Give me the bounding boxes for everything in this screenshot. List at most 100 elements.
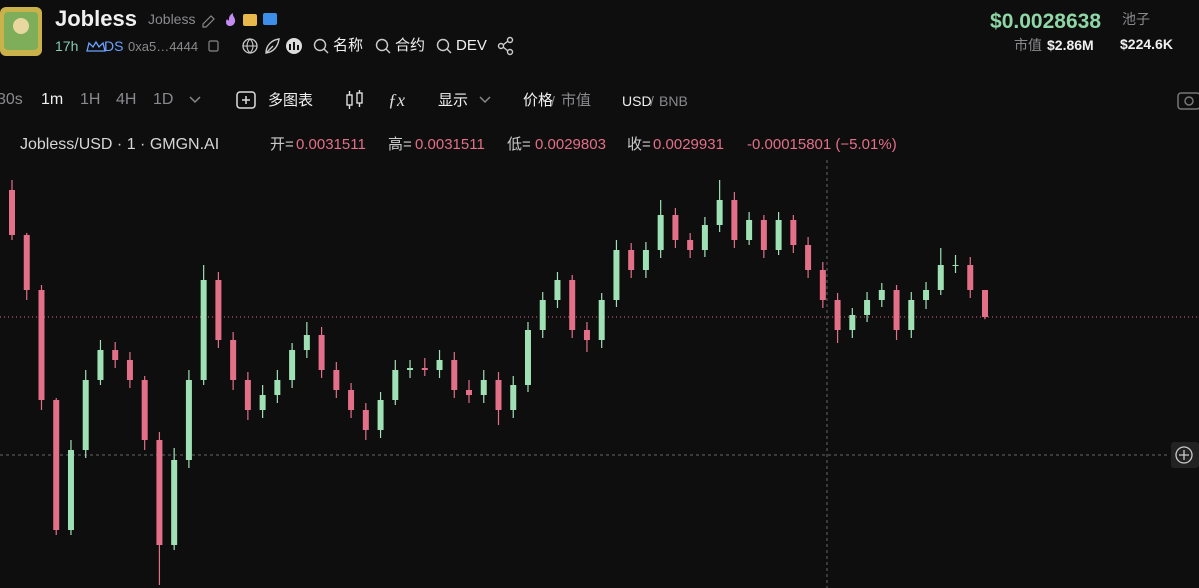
candle-body [642,250,649,270]
search-icon [375,38,389,52]
candle-type-icon[interactable] [346,90,363,109]
add-indicator-icon[interactable] [236,91,256,109]
candle-body [746,220,753,240]
interval-button[interactable]: 1D [153,91,174,108]
candle-body [171,460,178,546]
candle-body [731,200,738,240]
candle-body [569,280,576,330]
search-dev[interactable]: DEV [456,37,487,54]
candle-body [82,380,89,450]
chart-symbol: Jobless/USD · 1 · GMGN.AI [20,136,220,153]
multi-chart-button[interactable]: 多图表 [268,92,314,109]
candle-body [510,385,517,410]
candle-body [760,220,767,250]
token-symbol: Jobless [148,11,196,27]
search-icon [313,38,327,52]
candle-body [480,380,487,396]
candle-body [362,410,369,430]
edit-icon[interactable] [202,15,215,28]
candle-body [407,368,414,370]
candle-body [274,380,281,396]
explorer-icon [289,42,299,50]
display-button[interactable]: 显示 [438,92,469,109]
candle-body [554,280,561,300]
candle-body [451,360,458,390]
mcap-value: $2.86M [1047,37,1094,53]
candle-body [126,360,133,380]
interval-button[interactable]: 4H [116,91,137,108]
candle-body [141,380,148,440]
candle-body [23,234,30,290]
chevron[interactable] [189,96,201,104]
candle-body [716,200,723,226]
candle-body [952,265,959,267]
candle-body [185,380,192,460]
leaf-icon[interactable] [265,38,280,54]
mcap-toggle[interactable]: 市值 [561,92,592,109]
chevron[interactable] [479,96,491,104]
candle-body [937,265,944,290]
close-value: 0.0029931 [653,136,724,153]
search-name[interactable]: 名称 [333,37,364,54]
candle-body [805,245,812,270]
candle-body [289,350,296,380]
candle-body [524,330,531,386]
candle-body [392,370,399,400]
candle-body [775,220,782,250]
interval-button[interactable]: 1H [80,91,101,108]
candle-body [230,340,237,380]
pool-label: 池子 [1122,11,1150,27]
plus-icon [1179,450,1189,460]
token-address[interactable]: 0xa5…4444 [128,39,199,54]
candle-body [893,290,900,330]
candle-body [923,290,930,300]
candle-body [259,395,266,410]
usd-toggle[interactable]: USD [622,93,652,109]
candle-body [436,360,443,370]
plus-icon [1175,446,1193,464]
pool-value: $224.6K [1120,36,1173,52]
candle-body [834,300,841,330]
chat-icon [263,13,277,25]
candle-body [967,265,974,290]
high-value: 0.0031511 [415,136,485,153]
interval-button[interactable]: 30s [0,91,23,108]
candle-body [495,380,502,410]
fire-icon [226,13,236,26]
candle-body [421,368,428,370]
candle-body [598,300,605,340]
separator: / [551,93,555,109]
share-icon[interactable] [497,36,514,56]
search-icon [323,48,329,54]
candle-body [9,190,15,235]
change-value: -0.00015801 (−5.01%) [747,136,897,153]
token-avatar-art [13,18,29,34]
candle-body [156,440,163,546]
search-contract[interactable]: 合约 [395,37,426,54]
candle-body [466,390,473,396]
copy-icon[interactable] [208,40,219,52]
price-toggle[interactable]: 价格 [523,92,554,109]
candle-body [67,450,74,530]
dev-status: DS [104,38,124,54]
candle-body [348,390,355,410]
camera-icon[interactable] [1177,92,1199,110]
open-label: 开= [270,136,294,153]
search-icon [446,48,452,54]
crown-icon [86,40,106,52]
candle-body [687,240,694,250]
search-icon [385,48,391,54]
candle-body [38,290,45,400]
candle-body [53,400,60,530]
low-label: 低= [507,136,531,153]
formula-icon[interactable]: ƒx [388,90,405,110]
candle-body [318,335,325,370]
add-indicator-icon [242,96,250,104]
candle-body [613,250,620,300]
interval-button[interactable]: 1m [41,91,64,108]
low-value: 0.0029803 [535,136,606,153]
token-price: $0.0028638 [990,10,1101,33]
bnb-toggle[interactable]: BNB [659,93,688,109]
